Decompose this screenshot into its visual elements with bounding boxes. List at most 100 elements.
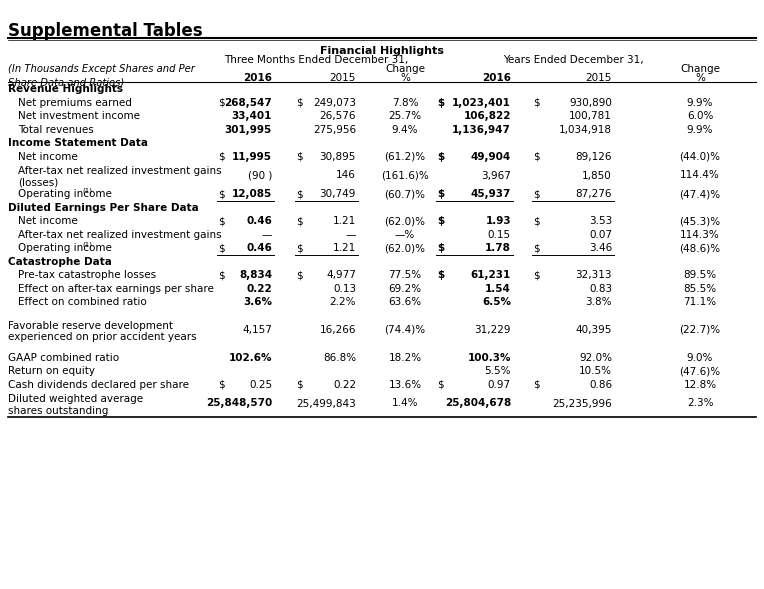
Text: 930,890: 930,890 [569, 98, 612, 108]
Text: 0.46: 0.46 [246, 243, 272, 253]
Text: 6.5%: 6.5% [482, 297, 511, 307]
Text: (45.3)%: (45.3)% [679, 216, 720, 226]
Text: 89.5%: 89.5% [684, 270, 717, 280]
Text: 33,401: 33,401 [231, 111, 272, 121]
Text: $: $ [218, 189, 225, 199]
Text: 4,157: 4,157 [242, 325, 272, 335]
Text: (In Thousands Except Shares and Per
Share Data and Ratios): (In Thousands Except Shares and Per Shar… [8, 64, 195, 87]
Text: 100.3%: 100.3% [468, 353, 511, 363]
Text: 0.15: 0.15 [488, 230, 511, 240]
Text: %: % [400, 73, 410, 83]
Text: (47.6)%: (47.6)% [679, 366, 720, 376]
Text: 1.54: 1.54 [485, 284, 511, 294]
Text: (44.0)%: (44.0)% [679, 152, 720, 162]
Text: 0.22: 0.22 [246, 284, 272, 294]
Text: 1.21: 1.21 [333, 243, 356, 253]
Text: 10.5%: 10.5% [579, 366, 612, 376]
Text: $: $ [296, 189, 303, 199]
Text: 3.46: 3.46 [589, 243, 612, 253]
Text: experienced on prior accident years: experienced on prior accident years [8, 332, 196, 342]
Text: After-tax net realized investment gains: After-tax net realized investment gains [18, 230, 222, 240]
Text: 3,967: 3,967 [481, 170, 511, 180]
Text: 16,266: 16,266 [319, 325, 356, 335]
Text: Income Statement Data: Income Statement Data [8, 138, 148, 148]
Text: Return on equity: Return on equity [8, 366, 95, 376]
Text: 249,073: 249,073 [313, 98, 356, 108]
Text: 146: 146 [336, 170, 356, 180]
Text: 77.5%: 77.5% [388, 270, 422, 280]
Text: $: $ [218, 380, 225, 390]
Text: $: $ [533, 270, 539, 280]
Text: 26,576: 26,576 [319, 111, 356, 121]
Text: $: $ [218, 98, 225, 108]
Text: $: $ [296, 380, 303, 390]
Text: $: $ [533, 152, 539, 162]
Text: 1,136,947: 1,136,947 [452, 125, 511, 135]
Text: Catastrophe Data: Catastrophe Data [8, 257, 112, 267]
Text: $: $ [437, 270, 444, 280]
Text: 61,231: 61,231 [471, 270, 511, 280]
Text: 106,822: 106,822 [464, 111, 511, 121]
Text: $: $ [437, 243, 444, 253]
Text: 63.6%: 63.6% [388, 297, 422, 307]
Text: 18.2%: 18.2% [388, 353, 422, 363]
Text: $: $ [218, 270, 225, 280]
Text: 32,313: 32,313 [575, 270, 612, 280]
Text: Revenue Highlights: Revenue Highlights [8, 84, 123, 94]
Text: 2.3%: 2.3% [687, 399, 714, 409]
Text: Change: Change [385, 64, 425, 74]
Text: Cash dividends declared per share: Cash dividends declared per share [8, 380, 189, 390]
Text: $: $ [218, 216, 225, 226]
Text: Change: Change [680, 64, 720, 74]
Text: $: $ [533, 189, 539, 199]
Text: 30,749: 30,749 [319, 189, 356, 199]
Text: —: — [345, 230, 356, 240]
Text: 3.8%: 3.8% [585, 297, 612, 307]
Text: 1.93: 1.93 [485, 216, 511, 226]
Text: $: $ [218, 152, 225, 162]
Text: (61.2)%: (61.2)% [384, 152, 426, 162]
Text: 25,804,678: 25,804,678 [445, 399, 511, 409]
Text: 114.4%: 114.4% [680, 170, 720, 180]
Text: —: — [261, 230, 272, 240]
Text: (1): (1) [83, 242, 92, 249]
Text: (161.6)%: (161.6)% [381, 170, 429, 180]
Text: Years Ended December 31,: Years Ended December 31, [503, 55, 644, 65]
Text: 7.8%: 7.8% [392, 98, 418, 108]
Text: Operating income: Operating income [18, 243, 112, 253]
Text: 92.0%: 92.0% [579, 353, 612, 363]
Text: 69.2%: 69.2% [388, 284, 422, 294]
Text: 25,235,996: 25,235,996 [552, 399, 612, 409]
Text: Operating income: Operating income [18, 189, 112, 199]
Text: $: $ [437, 98, 444, 108]
Text: GAAP combined ratio: GAAP combined ratio [8, 353, 119, 363]
Text: 1,850: 1,850 [582, 170, 612, 180]
Text: $: $ [437, 380, 444, 390]
Text: $: $ [437, 189, 444, 199]
Text: $: $ [533, 98, 539, 108]
Text: Net income: Net income [18, 152, 78, 162]
Text: 100,781: 100,781 [569, 111, 612, 121]
Text: 9.9%: 9.9% [687, 98, 714, 108]
Text: 268,547: 268,547 [225, 98, 272, 108]
Text: After-tax net realized investment gains: After-tax net realized investment gains [18, 167, 222, 177]
Text: Diluted Earnings Per Share Data: Diluted Earnings Per Share Data [8, 203, 199, 213]
Text: 25.7%: 25.7% [388, 111, 422, 121]
Text: 11,995: 11,995 [232, 152, 272, 162]
Text: 1.21: 1.21 [333, 216, 356, 226]
Text: 1.78: 1.78 [485, 243, 511, 253]
Text: Net investment income: Net investment income [18, 111, 140, 121]
Text: 0.46: 0.46 [246, 216, 272, 226]
Text: 49,904: 49,904 [471, 152, 511, 162]
Text: 0.22: 0.22 [333, 380, 356, 390]
Text: $: $ [218, 243, 225, 253]
Text: $: $ [533, 216, 539, 226]
Text: (74.4)%: (74.4)% [384, 325, 426, 335]
Text: Total revenues: Total revenues [18, 125, 94, 135]
Text: (47.4)%: (47.4)% [679, 189, 720, 199]
Text: 2.2%: 2.2% [329, 297, 356, 307]
Text: Three Months Ended December 31,: Three Months Ended December 31, [225, 55, 409, 65]
Text: shares outstanding: shares outstanding [8, 405, 108, 415]
Text: (90 ): (90 ) [248, 170, 272, 180]
Text: $: $ [437, 152, 444, 162]
